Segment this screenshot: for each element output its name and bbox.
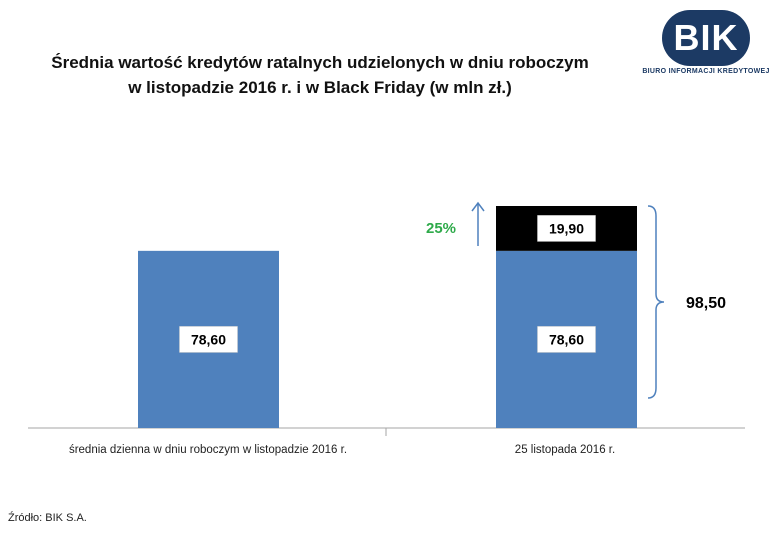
data-label-average: 78,60 [191, 331, 226, 347]
bik-logo: BIK BIURO INFORMACJI KREDYTOWEJ [636, 10, 776, 80]
logo-subtitle: BIURO INFORMACJI KREDYTOWEJ [642, 68, 770, 75]
total-value-label: 98,50 [686, 295, 726, 312]
data-label-box [537, 326, 596, 353]
x-tick-label-blackfriday: 25 listopada 2016 r. [515, 444, 615, 456]
x-tick-label-average: średnia dzienna w dniu roboczym w listop… [69, 444, 347, 456]
title-line-1: Średnia wartość kredytów ratalnych udzie… [51, 53, 589, 72]
increase-percent-label: 25% [426, 220, 456, 237]
logo-text: BIK [673, 17, 739, 58]
logo-badge [662, 10, 750, 66]
title-line-2: w listopadzie 2016 r. i w Black Friday (… [128, 78, 512, 97]
up-arrow-icon [471, 201, 485, 246]
data-label-blackfriday-increase: 19,90 [549, 220, 584, 236]
chart-title: Średnia wartość kredytów ratalnych udzie… [0, 50, 640, 100]
data-label-box [537, 215, 596, 242]
data-label-blackfriday-base: 78,60 [549, 331, 584, 347]
data-label-box [179, 326, 238, 353]
total-brace [647, 205, 665, 399]
source-note: Źródło: BIK S.A. [8, 512, 87, 524]
